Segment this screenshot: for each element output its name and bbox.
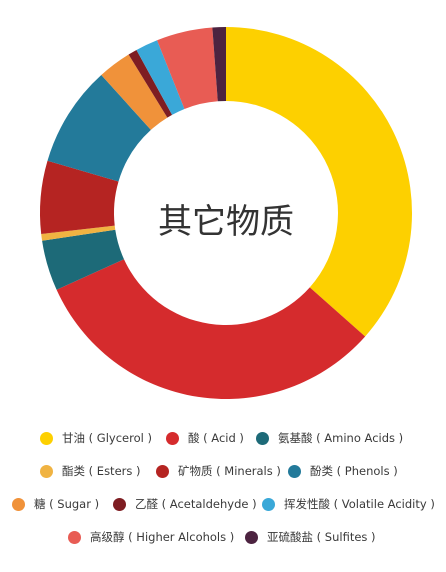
donut-slice-8	[136, 40, 185, 115]
legend-item-esters: 酯类 ( Esters )	[40, 463, 141, 479]
donut-chart: 其它物质	[40, 27, 412, 399]
legend-swatch-amino-acids	[256, 431, 269, 445]
legend-label-higher-alcohols: 高级醇 ( Higher Alcohols )	[90, 530, 235, 544]
legend-label-volatile-acidity: 挥发性酸 ( Volatile Acidity )	[284, 497, 435, 511]
legend-label-esters: 酯类 ( Esters )	[62, 464, 141, 478]
donut-slices	[40, 27, 412, 399]
donut-slice-9	[157, 27, 218, 109]
legend-swatch-phenols	[288, 464, 301, 478]
donut-slice-3	[41, 225, 116, 241]
donut-slice-5	[47, 75, 151, 182]
legend-swatch-acetaldehyde	[113, 497, 126, 511]
donut-slice-6	[101, 54, 168, 130]
legend-label-acetaldehyde: 乙醛 ( Acetaldehyde )	[135, 497, 257, 511]
legend-swatch-higher-alcohols	[68, 530, 81, 544]
donut-slice-7	[128, 49, 173, 118]
legend-label-phenols: 酚类 ( Phenols )	[310, 464, 398, 478]
legend-label-minerals: 矿物质 ( Minerals )	[178, 464, 281, 478]
legend-label-amino-acids: 氨基酸 ( Amino Acids )	[278, 431, 404, 445]
donut-slice-2	[42, 229, 124, 290]
legend-item-acid: 酸 ( Acid )	[166, 430, 244, 446]
legend-item-sulfites: 亚硫酸盐 ( Sulfites )	[245, 529, 376, 545]
legend-swatch-minerals	[156, 464, 169, 478]
donut-slice-10	[212, 27, 226, 102]
legend-label-glycerol: 甘油 ( Glycerol )	[62, 431, 152, 445]
donut-slice-1	[56, 259, 366, 399]
legend-swatch-sulfites	[245, 530, 258, 544]
legend-item-glycerol: 甘油 ( Glycerol )	[40, 430, 152, 446]
legend-label-sulfites: 亚硫酸盐 ( Sulfites )	[267, 530, 376, 544]
donut-slice-4	[40, 160, 119, 235]
donut-slice-0	[226, 27, 412, 337]
legend-item-acetaldehyde: 乙醛 ( Acetaldehyde )	[113, 496, 257, 512]
legend-item-phenols: 酚类 ( Phenols )	[288, 463, 398, 479]
legend-item-amino-acids: 氨基酸 ( Amino Acids )	[256, 430, 403, 446]
legend-item-sugar: 糖 ( Sugar )	[12, 496, 99, 512]
legend-swatch-esters	[40, 464, 53, 478]
legend-swatch-volatile-acidity	[262, 497, 275, 511]
legend-swatch-glycerol	[40, 431, 53, 445]
legend-label-sugar: 糖 ( Sugar )	[34, 497, 100, 511]
legend-item-volatile-acidity: 挥发性酸 ( Volatile Acidity )	[262, 496, 435, 512]
legend-swatch-sugar	[12, 497, 25, 511]
legend-item-higher-alcohols: 高级醇 ( Higher Alcohols )	[68, 529, 234, 545]
legend-label-acid: 酸 ( Acid )	[188, 431, 244, 445]
legend-swatch-acid	[166, 431, 179, 445]
legend-item-minerals: 矿物质 ( Minerals )	[156, 463, 281, 479]
chart-center-title: 其它物质	[158, 202, 294, 242]
